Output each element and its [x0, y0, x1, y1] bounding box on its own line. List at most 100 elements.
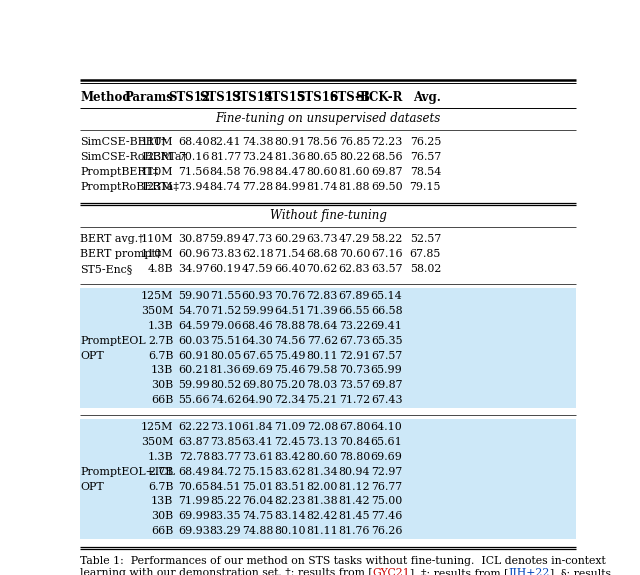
Text: JJH+22: JJH+22 [509, 568, 550, 575]
Text: 67.80: 67.80 [339, 423, 370, 432]
Text: ]. §: results: ]. §: results [550, 568, 611, 575]
Text: 69.87: 69.87 [371, 380, 403, 390]
Text: 1.3B: 1.3B [148, 321, 173, 331]
Text: 76.77: 76.77 [371, 482, 403, 492]
Text: 69.69: 69.69 [371, 452, 403, 462]
Text: 75.51: 75.51 [210, 336, 241, 346]
Text: 84.99: 84.99 [274, 182, 306, 192]
Text: 72.97: 72.97 [371, 467, 403, 477]
Bar [80, 392, 576, 408]
Text: 83.77: 83.77 [210, 452, 241, 462]
Text: 55.66: 55.66 [179, 395, 210, 405]
Text: STS14: STS14 [232, 90, 273, 104]
Text: 66B: 66B [151, 395, 173, 405]
Text: 81.60: 81.60 [339, 167, 370, 177]
Text: 80.05: 80.05 [210, 351, 241, 361]
Text: 75.20: 75.20 [275, 380, 306, 390]
Text: 110M: 110M [141, 167, 173, 177]
Text: 82.41: 82.41 [209, 137, 241, 147]
Text: 81.36: 81.36 [274, 152, 306, 162]
Text: 73.83: 73.83 [210, 249, 241, 259]
Text: 54.70: 54.70 [179, 306, 210, 316]
Text: 76.04: 76.04 [242, 496, 273, 507]
Text: 68.49: 68.49 [178, 467, 210, 477]
Text: 72.23: 72.23 [371, 137, 403, 147]
Text: 68.68: 68.68 [307, 249, 338, 259]
Text: 83.14: 83.14 [274, 511, 306, 521]
Text: 13B: 13B [151, 365, 173, 375]
Text: 81.45: 81.45 [339, 511, 370, 521]
Text: learning with our demonstration set. †: results from [: learning with our demonstration set. †: … [80, 568, 372, 575]
Text: 83.42: 83.42 [274, 452, 306, 462]
Text: 71.09: 71.09 [274, 423, 306, 432]
Text: 66.40: 66.40 [274, 264, 306, 274]
Text: 73.61: 73.61 [242, 452, 273, 462]
Text: 30B: 30B [151, 511, 173, 521]
Text: 72.78: 72.78 [179, 452, 210, 462]
Text: 59.99: 59.99 [242, 306, 273, 316]
Text: 84.47: 84.47 [274, 167, 306, 177]
Text: 70.84: 70.84 [339, 437, 370, 447]
Text: 76.25: 76.25 [410, 137, 441, 147]
Text: 66B: 66B [151, 526, 173, 536]
Text: 60.96: 60.96 [178, 249, 210, 259]
Text: 68.56: 68.56 [371, 152, 403, 162]
Text: PromptBERT‡: PromptBERT‡ [80, 167, 158, 177]
Text: 73.13: 73.13 [307, 437, 338, 447]
Text: 65.14: 65.14 [371, 292, 403, 301]
Text: 67.16: 67.16 [371, 249, 403, 259]
Text: Without fine-tuning: Without fine-tuning [269, 209, 387, 222]
Text: 58.02: 58.02 [410, 264, 441, 274]
Text: 74.88: 74.88 [242, 526, 273, 536]
Text: 80.22: 80.22 [339, 152, 370, 162]
Text: 78.80: 78.80 [339, 452, 370, 462]
Bar [80, 377, 576, 393]
Text: 64.30: 64.30 [242, 336, 273, 346]
Text: 64.59: 64.59 [178, 321, 210, 331]
Text: 125M: 125M [141, 292, 173, 301]
Text: 66.55: 66.55 [339, 306, 370, 316]
Bar [80, 318, 576, 334]
Text: 73.85: 73.85 [210, 437, 241, 447]
Text: 63.87: 63.87 [179, 437, 210, 447]
Text: 81.74: 81.74 [307, 182, 338, 192]
Text: 125M: 125M [141, 423, 173, 432]
Text: 85.22: 85.22 [210, 496, 241, 507]
Text: 81.38: 81.38 [307, 496, 338, 507]
Text: 75.46: 75.46 [274, 365, 306, 375]
Text: 2.7B: 2.7B [148, 336, 173, 346]
Text: 67.73: 67.73 [339, 336, 370, 346]
Text: PromptEOL: PromptEOL [80, 336, 146, 346]
Text: 64.51: 64.51 [274, 306, 306, 316]
Text: 71.39: 71.39 [307, 306, 338, 316]
Text: 72.91: 72.91 [339, 351, 370, 361]
Text: 83.35: 83.35 [209, 511, 241, 521]
Text: 65.35: 65.35 [371, 336, 403, 346]
Text: 83.62: 83.62 [274, 467, 306, 477]
Text: GYC21: GYC21 [372, 568, 410, 575]
Text: 71.99: 71.99 [179, 496, 210, 507]
Text: 73.10: 73.10 [210, 423, 241, 432]
Text: 4.8B: 4.8B [148, 264, 173, 274]
Text: 65.99: 65.99 [371, 365, 403, 375]
Text: 63.57: 63.57 [371, 264, 403, 274]
Text: 70.62: 70.62 [307, 264, 338, 274]
Text: 47.59: 47.59 [242, 264, 273, 274]
Text: 64.90: 64.90 [242, 395, 273, 405]
Text: 73.24: 73.24 [242, 152, 273, 162]
Text: 67.89: 67.89 [339, 292, 370, 301]
Text: 69.87: 69.87 [371, 167, 403, 177]
Text: OPT: OPT [80, 351, 104, 361]
Text: 72.83: 72.83 [307, 292, 338, 301]
Text: ]. ‡: results from [: ]. ‡: results from [ [410, 568, 509, 575]
Text: 74.38: 74.38 [242, 137, 273, 147]
Text: 6.7B: 6.7B [148, 351, 173, 361]
Bar [80, 523, 576, 539]
Text: 78.88: 78.88 [275, 321, 306, 331]
Text: 84.74: 84.74 [210, 182, 241, 192]
Text: 63.73: 63.73 [307, 234, 338, 244]
Text: 67.43: 67.43 [371, 395, 403, 405]
Text: STS-B: STS-B [330, 90, 370, 104]
Text: 73.57: 73.57 [339, 380, 370, 390]
Text: 79.06: 79.06 [210, 321, 241, 331]
